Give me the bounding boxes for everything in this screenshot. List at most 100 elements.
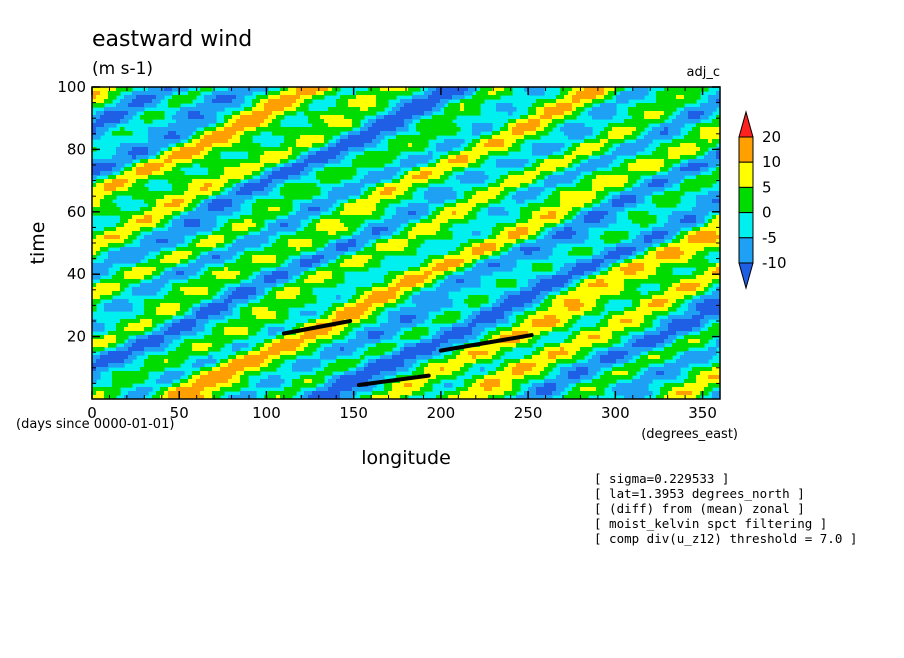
contour-cell: [156, 223, 165, 228]
contour-cell: [252, 103, 257, 108]
contour-cell: [648, 275, 697, 280]
contour-cell: [652, 295, 685, 300]
contour-cell: [440, 211, 453, 216]
contour-cell: [588, 367, 601, 372]
contour-cell: [336, 247, 349, 252]
contour-cell: [656, 95, 677, 100]
contour-cell: [404, 331, 429, 336]
contour-cell: [328, 331, 341, 336]
contour-cell: [216, 363, 221, 368]
contour-cell: [468, 315, 477, 320]
contour-cell: [592, 187, 605, 192]
contour-cell: [664, 247, 681, 252]
contour-cell: [176, 111, 189, 116]
contour-cell: [568, 307, 581, 312]
contour-cell: [236, 371, 245, 376]
contour-cell: [292, 367, 313, 372]
contour-cell: [544, 383, 557, 388]
contour-cell: [460, 179, 485, 184]
contour-cell: [104, 395, 117, 399]
contour-cell: [96, 111, 105, 116]
contour-cell: [500, 255, 549, 260]
contour-cell: [380, 199, 401, 204]
contour-cell: [496, 107, 517, 112]
contour-cell: [472, 243, 481, 248]
contour-cell: [92, 363, 109, 368]
contour-cell: [104, 231, 133, 236]
contour-cell: [648, 367, 681, 372]
contour-cell: [420, 263, 429, 268]
contour-cell: [364, 227, 373, 232]
contour-cell: [336, 103, 349, 108]
contour-cell: [132, 147, 149, 152]
contour-cell: [528, 339, 537, 344]
contour-cell: [340, 135, 349, 140]
contour-cell: [568, 287, 577, 292]
contour-cell: [124, 171, 137, 176]
contour-cell: [136, 179, 149, 184]
contour-cell: [364, 351, 385, 356]
contour-cell: [176, 131, 193, 136]
contour-cell: [388, 287, 401, 292]
contour-cell: [488, 235, 497, 240]
contour-cell: [628, 339, 637, 344]
contour-cell: [136, 95, 157, 100]
contour-cell: [624, 395, 645, 399]
contour-cell: [220, 227, 233, 232]
contour-cell: [596, 323, 609, 328]
contour-cell: [576, 263, 601, 268]
contour-cell: [148, 87, 165, 92]
contour-cell: [456, 355, 473, 360]
contour-cell: [332, 375, 341, 380]
contour-cell: [708, 151, 717, 156]
contour-cell: [328, 147, 349, 152]
contour-cell: [592, 355, 601, 360]
contour-cell: [404, 227, 413, 232]
contour-cell: [92, 235, 97, 240]
contour-cell: [232, 143, 261, 148]
contour-cell: [596, 175, 629, 180]
contour-cell: [468, 143, 477, 148]
contour-cell: [704, 247, 720, 252]
contour-cell: [320, 259, 329, 264]
contour-cell: [564, 323, 573, 328]
contour-cell: [408, 187, 417, 192]
contour-cell: [500, 263, 517, 268]
contour-cell: [604, 127, 613, 132]
contour-cell: [288, 263, 301, 268]
contour-cell: [432, 267, 449, 272]
contour-cell: [384, 167, 401, 172]
contour-cell: [168, 239, 185, 244]
contour-cell: [636, 359, 665, 364]
contour-cell: [344, 259, 369, 264]
contour-cell: [132, 99, 153, 104]
contour-cell: [656, 91, 701, 96]
contour-cell: [648, 355, 661, 360]
contour-cell: [476, 191, 501, 196]
contour-cell: [228, 319, 285, 324]
contour-cell: [528, 119, 541, 124]
contour-cell: [616, 247, 637, 252]
contour-cell: [568, 163, 573, 168]
contour-cell: [368, 295, 397, 300]
tracked-segment: [356, 373, 431, 387]
contour-cell: [92, 239, 125, 244]
y-tick-label: 40: [67, 265, 86, 283]
contour-cell: [316, 151, 341, 156]
contour-cell: [552, 235, 573, 240]
contour-cell: [472, 327, 485, 332]
contour-cell: [448, 155, 457, 160]
contour-cell: [532, 323, 557, 328]
contour-cell: [684, 351, 717, 356]
contour-cell: [92, 159, 133, 164]
contour-cell: [196, 379, 229, 384]
contour-cell: [392, 387, 421, 392]
contour-cell: [656, 147, 669, 152]
contour-cell: [168, 359, 185, 364]
contour-cell: [308, 119, 325, 124]
contour-cell: [540, 371, 549, 376]
contour-cell: [516, 119, 529, 124]
contour-cell: [564, 215, 573, 220]
contour-cell: [508, 119, 517, 124]
contour-cell: [568, 351, 577, 356]
